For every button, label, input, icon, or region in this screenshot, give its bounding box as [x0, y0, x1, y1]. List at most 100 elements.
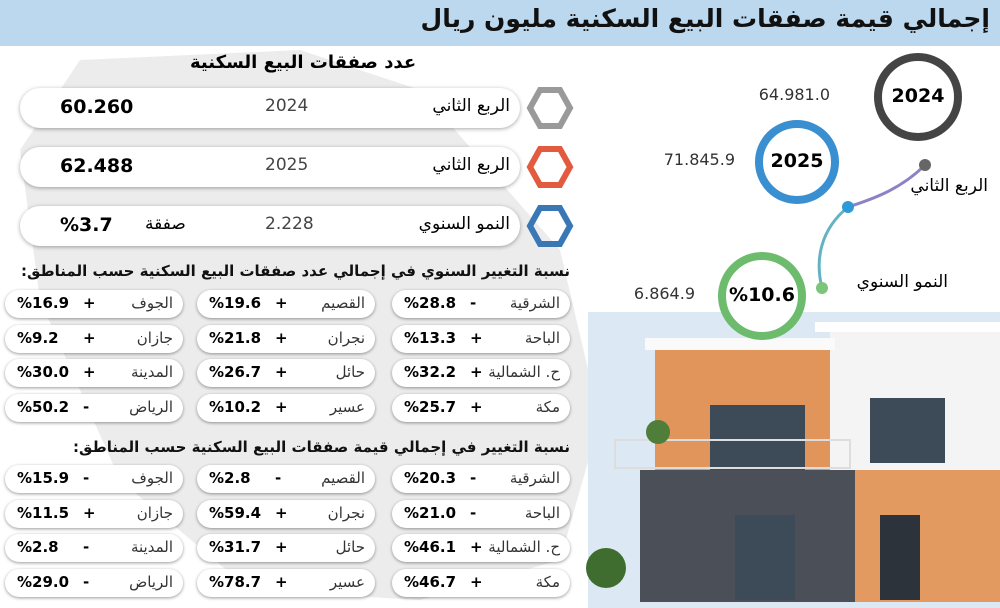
- deal-unit: صفقة: [145, 214, 186, 234]
- region-name: حائل: [335, 363, 365, 381]
- quarter-label: الربع الثاني: [910, 176, 988, 196]
- region-sign: +: [83, 328, 96, 347]
- region-value: %9.2: [17, 328, 59, 347]
- growth-label: النمو السنوي: [856, 272, 948, 292]
- region-value: %26.7: [209, 363, 262, 381]
- region-value: %20.3: [404, 469, 457, 487]
- region-sign: -: [470, 469, 477, 487]
- region-name: الرياض: [129, 572, 173, 591]
- region-cell: %2.8 - المدينة: [5, 534, 183, 562]
- region-cell: %26.7 + حائل: [197, 359, 375, 387]
- deal-row: [20, 88, 520, 128]
- region-name: جازان: [136, 503, 173, 522]
- region-value: %30.0: [17, 363, 70, 381]
- deal-year: 2024: [265, 96, 309, 116]
- header-bar: [0, 0, 1000, 46]
- circle-label: 2025: [770, 150, 824, 172]
- region-sign: +: [83, 503, 96, 522]
- region-name: عسير: [329, 397, 365, 416]
- region-sign: -: [83, 538, 90, 556]
- deal-label: الربع الثاني: [432, 155, 510, 175]
- deals-title: عدد صفقات البيع السكنية: [190, 52, 417, 73]
- region-sign: +: [275, 538, 288, 556]
- region-sign: +: [275, 363, 288, 381]
- region-value: %31.7: [209, 538, 262, 556]
- region-value: %28.8: [404, 294, 457, 312]
- region-name: جازان: [136, 328, 173, 347]
- region-cell: %9.2 + جازان: [5, 324, 183, 353]
- region-name: ح. الشمالية: [488, 538, 560, 556]
- deal-value: %3.7: [60, 214, 113, 236]
- region-cell: %19.6 + القصيم: [197, 290, 375, 318]
- hexagons: [526, 87, 574, 247]
- deal-value: 62.488: [60, 155, 134, 177]
- region-name: نجران: [327, 328, 365, 347]
- region-name: المدينة: [130, 363, 173, 381]
- circle-value: 64.981.0: [758, 85, 830, 104]
- deal-label: النمو السنوي: [418, 214, 510, 234]
- region-value: %2.8: [17, 538, 59, 556]
- deal-year: 2.228: [265, 214, 314, 234]
- circle-label: 2024: [891, 85, 945, 107]
- region-name: الجوف: [131, 294, 173, 312]
- circle-value: 71.845.9: [663, 150, 735, 169]
- region-cell: %78.7 + عسير: [197, 568, 375, 597]
- region-sign: +: [470, 572, 483, 591]
- region-sign: +: [275, 572, 288, 591]
- region-sign: +: [470, 363, 483, 381]
- region-sign: +: [83, 294, 96, 312]
- region-value: %21.8: [209, 328, 262, 347]
- region-value: %19.6: [209, 294, 262, 312]
- region-name: الجوف: [131, 469, 173, 487]
- region-cell: %21.8 + نجران: [197, 324, 375, 353]
- region-value: %29.0: [17, 572, 70, 591]
- circle-label: %10.6: [729, 284, 795, 306]
- region-value: %15.9: [17, 469, 70, 487]
- region-value: %25.7: [404, 397, 457, 416]
- value-change-title: نسبة التغيير في إجمالي قيمة صفقات البيع …: [73, 438, 570, 456]
- region-cell: %32.2 + ح. الشمالية: [392, 359, 570, 387]
- region-name: حائل: [335, 538, 365, 556]
- count-change-title: نسبة التغيير السنوي في إجمالي عدد صفقات …: [21, 262, 570, 280]
- region-cell: %46.1 + ح. الشمالية: [392, 534, 570, 562]
- region-sign: -: [470, 294, 477, 312]
- region-value: %2.8: [209, 469, 251, 487]
- region-sign: +: [275, 503, 288, 522]
- region-sign: +: [83, 363, 96, 381]
- region-name: القصيم: [321, 294, 365, 312]
- region-cell: %11.5 + جازان: [5, 499, 183, 528]
- region-name: مكة: [535, 397, 560, 416]
- region-cell: %46.7 + مكة: [392, 568, 570, 597]
- region-sign: -: [83, 572, 90, 591]
- region-value: %10.2: [209, 397, 262, 416]
- region-sign: -: [275, 469, 282, 487]
- region-cell: %30.0 + المدينة: [5, 359, 183, 387]
- region-value: %32.2: [404, 363, 457, 381]
- region-value: %46.7: [404, 572, 457, 591]
- page-title: إجمالي قيمة صفقات البيع السكنية مليون ري…: [420, 4, 991, 33]
- region-name: المدينة: [130, 538, 173, 556]
- region-name: الرياض: [129, 397, 173, 416]
- deal-year: 2025: [265, 155, 309, 175]
- region-name: مكة: [535, 572, 560, 591]
- region-cell: %20.3- الشرقية: [392, 465, 570, 493]
- region-value: %46.1: [404, 538, 457, 556]
- region-sign: +: [275, 294, 288, 312]
- region-cell: %31.7 + حائل: [197, 534, 375, 562]
- region-cell: %16.9 + الجوف: [5, 290, 183, 318]
- region-cell: %15.9- الجوف: [5, 465, 183, 493]
- region-sign: +: [470, 397, 483, 416]
- deal-row: [20, 147, 520, 187]
- region-name: الباحة: [524, 328, 560, 347]
- circles: [718, 53, 962, 340]
- region-value: %78.7: [209, 572, 262, 591]
- deal-label: الربع الثاني: [432, 96, 510, 116]
- region-name: ح. الشمالية: [488, 363, 560, 381]
- connectors: [816, 159, 931, 294]
- region-cell: %28.8- الشرقية: [392, 290, 570, 318]
- region-value: %13.3: [404, 328, 457, 347]
- region-cell: %10.2 + عسير: [197, 393, 375, 422]
- region-name: عسير: [329, 572, 365, 591]
